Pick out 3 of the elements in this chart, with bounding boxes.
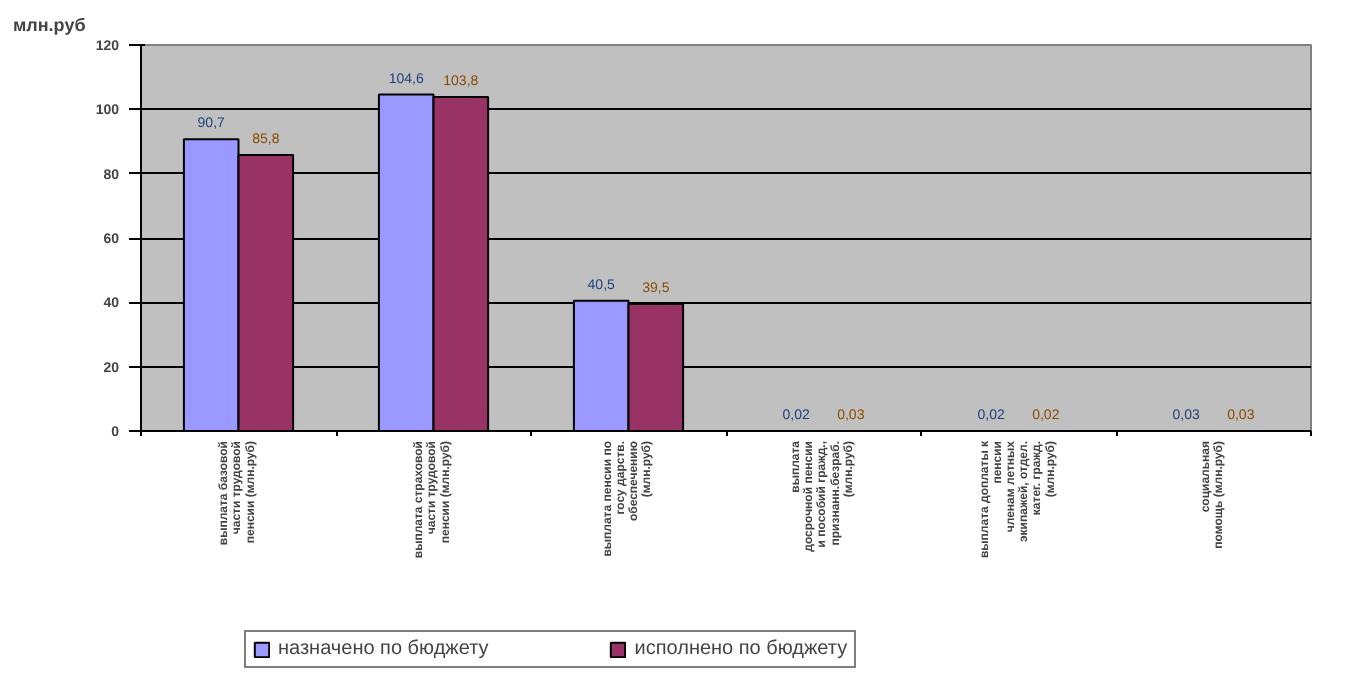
legend-label: назначено по бюджету [278, 638, 489, 660]
y-axis-title: млн.руб [13, 15, 87, 35]
legend-label: исполнено по бюджету [634, 638, 848, 660]
